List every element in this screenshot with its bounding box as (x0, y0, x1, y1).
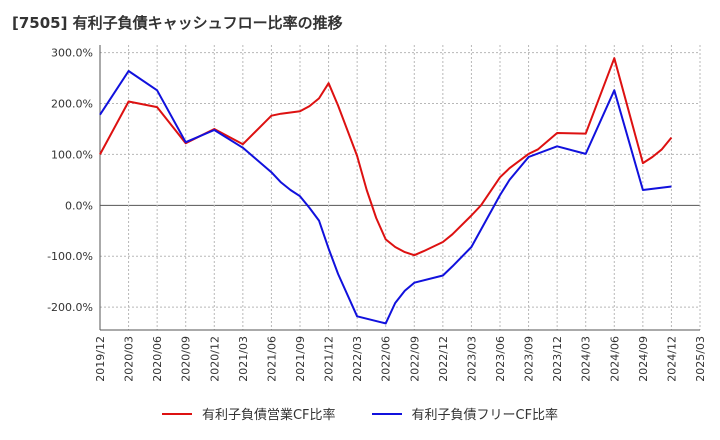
series-line-1 (99, 57, 673, 257)
x-tick-label: 2020/03 (123, 336, 136, 382)
chart-legend: 有利子負債営業CF比率 有利子負債フリーCF比率 (0, 404, 720, 423)
x-tick-label: 2022/03 (351, 336, 364, 382)
legend-label-operating-cf: 有利子負債営業CF比率 (201, 408, 336, 423)
x-tick-label: 2023/09 (523, 336, 536, 382)
x-tick-label: 2024/03 (580, 336, 593, 382)
x-tick-label: 2019/12 (94, 336, 107, 382)
x-tick-label: 2025/03 (694, 336, 707, 382)
legend-swatch-red (161, 412, 192, 415)
y-tick-label: 0.0% (65, 199, 93, 212)
legend-label-free-cf: 有利子負債フリーCF比率 (411, 408, 559, 423)
x-tick-label: 2022/12 (437, 336, 450, 382)
legend-item-free-cf: 有利子負債フリーCF比率 (371, 404, 559, 423)
x-tick-label: 2022/06 (380, 336, 393, 382)
legend-item-operating-cf: 有利子負債営業CF比率 (161, 404, 336, 423)
x-tick-label: 2024/06 (608, 336, 621, 382)
x-tick-label: 2020/12 (208, 336, 221, 382)
y-tick-label: 200.0% (51, 98, 93, 111)
x-tick-label: 2023/03 (465, 336, 478, 382)
y-tick-label: -100.0% (47, 250, 93, 263)
x-tick-label: 2024/09 (637, 336, 650, 382)
y-tick-label: -200.0% (47, 301, 93, 314)
x-tick-label: 2021/03 (237, 336, 250, 382)
chart-title: [7505] 有利子負債キャッシュフロー比率の推移 (12, 14, 343, 32)
x-tick-label: 2021/06 (265, 336, 278, 382)
x-tick-label: 2024/12 (665, 336, 678, 382)
x-tick-label: 2021/09 (294, 336, 307, 382)
y-tick-label: 100.0% (51, 148, 93, 161)
x-tick-label: 2020/09 (180, 336, 193, 382)
x-tick-label: 2023/12 (551, 336, 564, 382)
x-tick-label: 2023/06 (494, 336, 507, 382)
x-tick-label: 2022/09 (408, 336, 421, 382)
y-tick-label: 300.0% (51, 47, 93, 60)
series-line-2 (99, 70, 672, 325)
legend-swatch-blue (371, 412, 402, 415)
x-tick-label: 2021/12 (323, 336, 336, 382)
x-tick-label: 2020/06 (151, 336, 164, 382)
